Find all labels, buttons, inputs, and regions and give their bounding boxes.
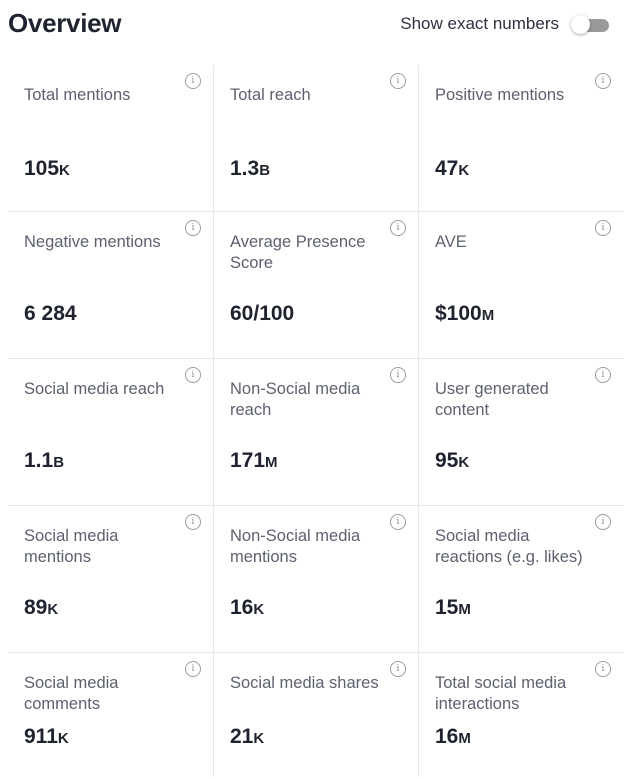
metric-label: Social media mentions xyxy=(24,527,119,566)
metric-card: Total social media interactions i 16M xyxy=(418,653,623,777)
info-icon[interactable]: i xyxy=(390,73,406,89)
metric-value: 95K xyxy=(435,449,469,473)
metric-card: Social media reach i 1.1B xyxy=(8,359,213,505)
info-icon[interactable]: i xyxy=(595,73,611,89)
metric-value: 15M xyxy=(435,596,471,620)
metric-card: Total reach i 1.3B xyxy=(213,65,418,211)
metric-card: Social media mentions i 89K xyxy=(8,506,213,652)
info-icon[interactable]: i xyxy=(185,514,201,530)
metric-number: 95 xyxy=(435,449,459,472)
metric-label: Social media shares xyxy=(230,674,379,692)
exact-numbers-toggle-group: Show exact numbers xyxy=(400,14,611,34)
metric-number: 911 xyxy=(24,725,58,748)
metric-label: Social media reactions (e.g. likes) xyxy=(435,527,583,566)
metric-unit: K xyxy=(57,730,69,747)
metric-value: 6 284 xyxy=(24,302,77,326)
metrics-grid: Total mentions i 105K Total reach i 1.3B Posit… xyxy=(8,65,624,777)
metric-value: 911K xyxy=(24,725,69,749)
metric-unit: K xyxy=(47,601,59,618)
metrics-row: Social media mentions i 89K Non-Social medi… xyxy=(8,506,624,653)
metric-value: 16M xyxy=(435,725,471,749)
metric-label: Non-Social media mentions xyxy=(230,527,361,566)
metric-card: Average Presence Score i 60/100 xyxy=(213,212,418,358)
metric-number: 89 xyxy=(24,596,48,619)
metric-value: $100M xyxy=(435,302,494,326)
metric-card: Non-Social media mentions i 16K xyxy=(213,506,418,652)
metric-label: Positive mentions xyxy=(435,86,565,104)
metric-label: Social media reach xyxy=(24,380,165,398)
metric-label: Average Presence Score xyxy=(230,233,366,272)
toggle-label: Show exact numbers xyxy=(400,14,559,33)
metric-unit: K xyxy=(59,162,70,179)
info-icon[interactable]: i xyxy=(390,367,406,383)
metrics-row: Social media reach i 1.1B Non-Social media … xyxy=(8,359,624,506)
metric-value: 1.1B xyxy=(24,449,64,473)
metric-number: 171 xyxy=(230,449,266,472)
info-icon[interactable]: i xyxy=(185,367,201,383)
metric-number: 16 xyxy=(230,596,254,619)
metric-unit: M xyxy=(481,307,495,324)
info-icon[interactable]: i xyxy=(595,220,611,236)
page-title: Overview xyxy=(8,8,122,38)
metric-unit: K xyxy=(253,601,265,618)
metric-unit: M xyxy=(265,454,278,471)
metric-unit: K xyxy=(458,162,470,179)
metric-value: 171M xyxy=(230,449,278,473)
metric-card: User generated content i 95K xyxy=(418,359,623,505)
metric-number: 60/100 xyxy=(230,302,295,325)
metric-value: 60/100 xyxy=(230,302,294,326)
metric-number: 6 284 xyxy=(24,302,77,325)
metric-number: 21 xyxy=(230,725,254,748)
metric-card: Total mentions i 105K xyxy=(8,65,213,211)
info-icon[interactable]: i xyxy=(595,367,611,383)
metric-number: 15 xyxy=(435,596,459,619)
metric-unit: B xyxy=(259,162,271,179)
metric-card: AVE i $100M xyxy=(418,212,623,358)
metric-number: 1.1 xyxy=(24,449,54,472)
metrics-row: Social media comments i 911K Social media s… xyxy=(8,653,624,777)
metric-card: Negative mentions i 6 284 xyxy=(8,212,213,358)
show-exact-numbers-toggle[interactable] xyxy=(571,14,611,34)
metric-label: Total mentions xyxy=(24,86,131,104)
metric-label: Negative mentions xyxy=(24,233,161,251)
metric-card: Social media shares i 21K xyxy=(213,653,418,777)
toggle-knob xyxy=(571,15,590,34)
metrics-row: Negative mentions i 6 284 Average Presence … xyxy=(8,212,624,359)
metric-value: 89K xyxy=(24,596,58,620)
metric-card: Positive mentions i 47K xyxy=(418,65,623,211)
metric-value: 105K xyxy=(24,157,70,181)
info-icon[interactable]: i xyxy=(595,514,611,530)
metric-number: $100 xyxy=(435,302,482,325)
metric-value: 16K xyxy=(230,596,264,620)
metric-value: 21K xyxy=(230,725,264,749)
info-icon[interactable]: i xyxy=(185,220,201,236)
metric-value: 1.3B xyxy=(230,157,270,181)
metric-unit: K xyxy=(458,454,470,471)
metric-label: User generated content xyxy=(435,380,549,419)
metric-unit: K xyxy=(253,730,265,747)
info-icon[interactable]: i xyxy=(185,73,201,89)
metric-unit: B xyxy=(53,454,65,471)
metric-number: 16 xyxy=(435,725,459,748)
metric-label: Social media comments xyxy=(24,674,119,713)
info-icon[interactable]: i xyxy=(390,661,406,677)
metrics-row: Total mentions i 105K Total reach i 1.3B Posit… xyxy=(8,65,624,212)
metric-number: 47 xyxy=(435,157,459,180)
metric-label: Non-Social media reach xyxy=(230,380,361,419)
info-icon[interactable]: i xyxy=(185,661,201,677)
info-icon[interactable]: i xyxy=(390,220,406,236)
metric-number: 1.3 xyxy=(230,157,260,180)
metric-unit: M xyxy=(458,601,471,618)
metric-card: Non-Social media reach i 171M xyxy=(213,359,418,505)
metric-unit: M xyxy=(458,730,471,747)
metric-value: 47K xyxy=(435,157,469,181)
metric-card: Social media comments i 911K xyxy=(8,653,213,777)
info-icon[interactable]: i xyxy=(390,514,406,530)
info-icon[interactable]: i xyxy=(595,661,611,677)
metric-label: Total social media interactions xyxy=(435,674,567,713)
metric-number: 105 xyxy=(24,157,60,180)
metric-card: Social media reactions (e.g. likes) i 15M xyxy=(418,506,623,652)
metric-label: AVE xyxy=(435,233,467,251)
metric-label: Total reach xyxy=(230,86,311,104)
